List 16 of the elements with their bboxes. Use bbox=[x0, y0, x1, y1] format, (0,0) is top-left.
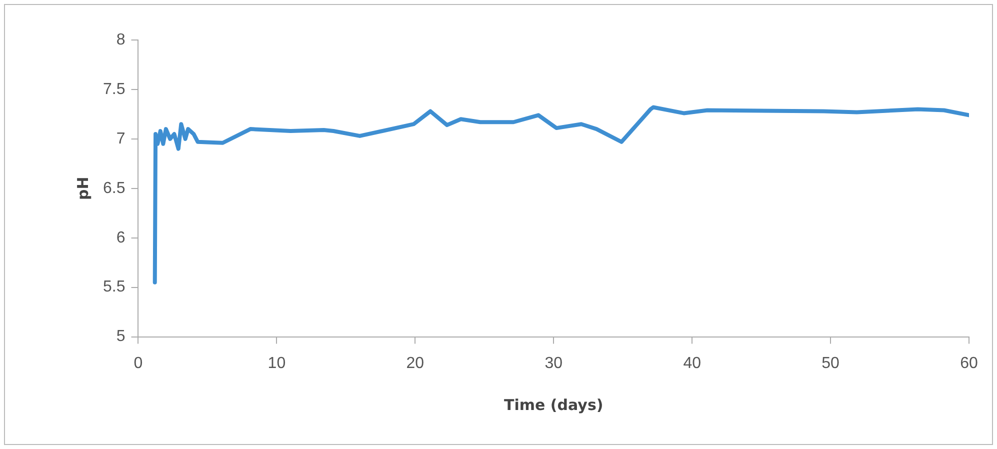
x-tick-label: 20 bbox=[406, 354, 424, 372]
x-tick-label: 10 bbox=[268, 354, 286, 372]
y-tick-label: 6 bbox=[116, 229, 126, 246]
y-tick-label: 7.5 bbox=[102, 80, 126, 98]
x-tick-label: 30 bbox=[544, 354, 563, 372]
x-tick-label: 50 bbox=[822, 354, 840, 372]
y-tick-label: 5 bbox=[116, 328, 126, 346]
x-tick-label: 60 bbox=[960, 354, 978, 372]
y-axis-title: pH bbox=[74, 176, 92, 200]
y-tick-label: 8 bbox=[116, 31, 126, 48]
x-tick-label: 40 bbox=[683, 354, 702, 372]
x-tick-label: 0 bbox=[134, 354, 143, 372]
y-tick-label: 6.5 bbox=[102, 180, 126, 197]
y-tick-label: 5.5 bbox=[102, 278, 126, 296]
y-tick-label: 7 bbox=[116, 130, 126, 148]
x-axis-title: Time (days) bbox=[504, 396, 604, 414]
